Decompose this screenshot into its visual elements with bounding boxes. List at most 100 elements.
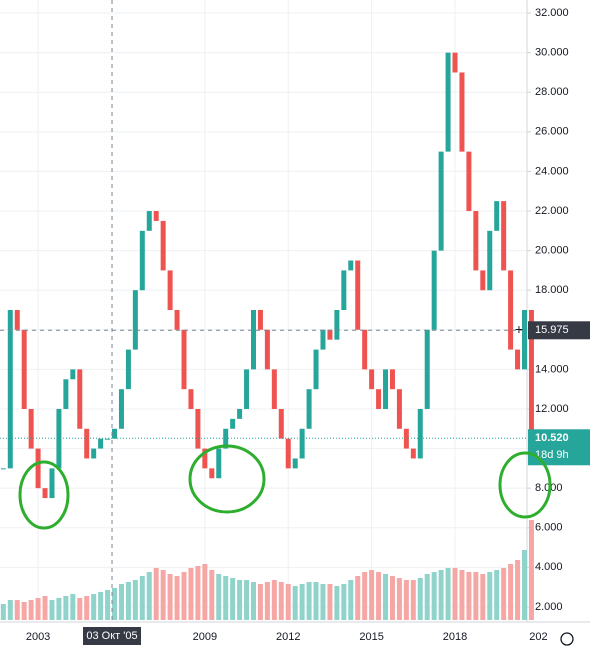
volume-bar — [250, 582, 256, 620]
x-tick-label: 2009 — [193, 631, 217, 643]
candle-body — [195, 408, 201, 449]
volume-bar — [0, 604, 6, 620]
volume-bar — [348, 580, 354, 620]
candle-body — [480, 270, 486, 291]
x-tick-label: 2018 — [443, 631, 467, 643]
candle-body — [91, 448, 97, 459]
y-tick-label: 22.000 — [535, 205, 569, 217]
candle-body — [501, 201, 507, 271]
candle-body — [466, 151, 472, 212]
candle-body — [188, 389, 194, 409]
volume-bar — [341, 584, 347, 620]
candle-body — [528, 310, 534, 439]
countdown-label: 18d 9h — [535, 449, 569, 461]
volume-bar — [494, 570, 500, 620]
volume-bar — [362, 572, 368, 620]
candle-body — [376, 389, 382, 409]
candle-body — [250, 310, 256, 370]
volume-bar — [521, 550, 527, 620]
y-tick-label: 2.000 — [535, 601, 563, 613]
volume-bar — [480, 574, 486, 620]
volume-bar — [403, 580, 409, 620]
volume-bar — [91, 594, 97, 620]
volume-bar — [118, 584, 124, 620]
candle-body — [42, 488, 48, 499]
volume-bar — [376, 572, 382, 620]
volume-bar — [35, 598, 41, 620]
y-tick-label: 6.000 — [535, 522, 563, 534]
volume-bar — [14, 600, 20, 620]
candle-body — [209, 468, 215, 479]
candle-body — [383, 369, 389, 409]
volume-bar — [77, 598, 83, 620]
crosshair-x-label: 03 Окт '05 — [86, 630, 137, 642]
y-tick-label: 32.000 — [535, 7, 569, 19]
volume-bar — [70, 594, 76, 620]
candle-body — [56, 408, 62, 469]
volume-bar — [431, 572, 437, 620]
candle-body — [515, 349, 521, 370]
candle-body — [278, 408, 284, 439]
volume-bar — [369, 570, 375, 620]
volume-bar — [188, 568, 194, 620]
volume-bar — [278, 582, 284, 620]
volume-bar — [139, 576, 145, 620]
volume-bar — [7, 600, 13, 620]
y-tick-label: 30.000 — [535, 47, 569, 59]
volume-bar — [49, 600, 55, 620]
candle-body — [424, 329, 430, 409]
volume-bar — [438, 570, 444, 620]
volume-bar — [146, 572, 152, 620]
candle-body — [487, 230, 493, 291]
crosshair-plus: + — [515, 321, 523, 337]
highlight-circle — [188, 444, 266, 514]
volume-bar — [285, 584, 291, 620]
candle-body — [244, 369, 250, 409]
candle-body — [264, 329, 270, 370]
volume-bar — [528, 520, 534, 620]
candle-body — [313, 349, 319, 390]
volume-bar — [105, 590, 111, 620]
candle-body — [181, 329, 187, 390]
candle-body — [167, 270, 173, 310]
candle-body — [292, 458, 298, 469]
volume-bar — [230, 578, 236, 620]
highlight-circle — [18, 460, 70, 530]
candle-body — [508, 270, 514, 350]
volume-bar — [237, 580, 243, 620]
candle-body — [459, 72, 465, 152]
volume-bar — [181, 572, 187, 620]
candle-body — [7, 310, 13, 469]
settings-icon[interactable] — [560, 632, 574, 646]
candle-body — [28, 408, 34, 449]
candle-body — [35, 448, 41, 489]
volume-bar — [257, 584, 263, 620]
volume-bar — [452, 568, 458, 620]
volume-bar — [153, 568, 159, 620]
y-tick-label: 4.000 — [535, 561, 563, 573]
volume-bar — [292, 586, 298, 620]
volume-bar — [487, 572, 493, 620]
volume-bar — [320, 584, 326, 620]
candle-body — [216, 448, 222, 479]
candle-body — [334, 310, 340, 340]
candle-body — [257, 310, 263, 330]
candle-body — [118, 389, 124, 429]
volume-bar — [132, 580, 138, 620]
candle-body — [230, 418, 236, 429]
volume-bar — [42, 596, 48, 620]
candle-body — [473, 211, 479, 271]
volume-bar — [466, 572, 472, 620]
volume-bar — [424, 574, 430, 620]
volume-bar — [125, 582, 131, 620]
volume-bar — [306, 582, 312, 620]
crosshair-y-badge — [528, 321, 590, 340]
candle-body — [438, 151, 444, 251]
candle-body — [348, 260, 354, 271]
candle-body — [160, 220, 166, 271]
y-tick-label: 26.000 — [535, 126, 569, 138]
candle-body — [139, 230, 145, 291]
x-tick-label: 2015 — [359, 631, 383, 643]
volume-bar — [216, 574, 222, 620]
